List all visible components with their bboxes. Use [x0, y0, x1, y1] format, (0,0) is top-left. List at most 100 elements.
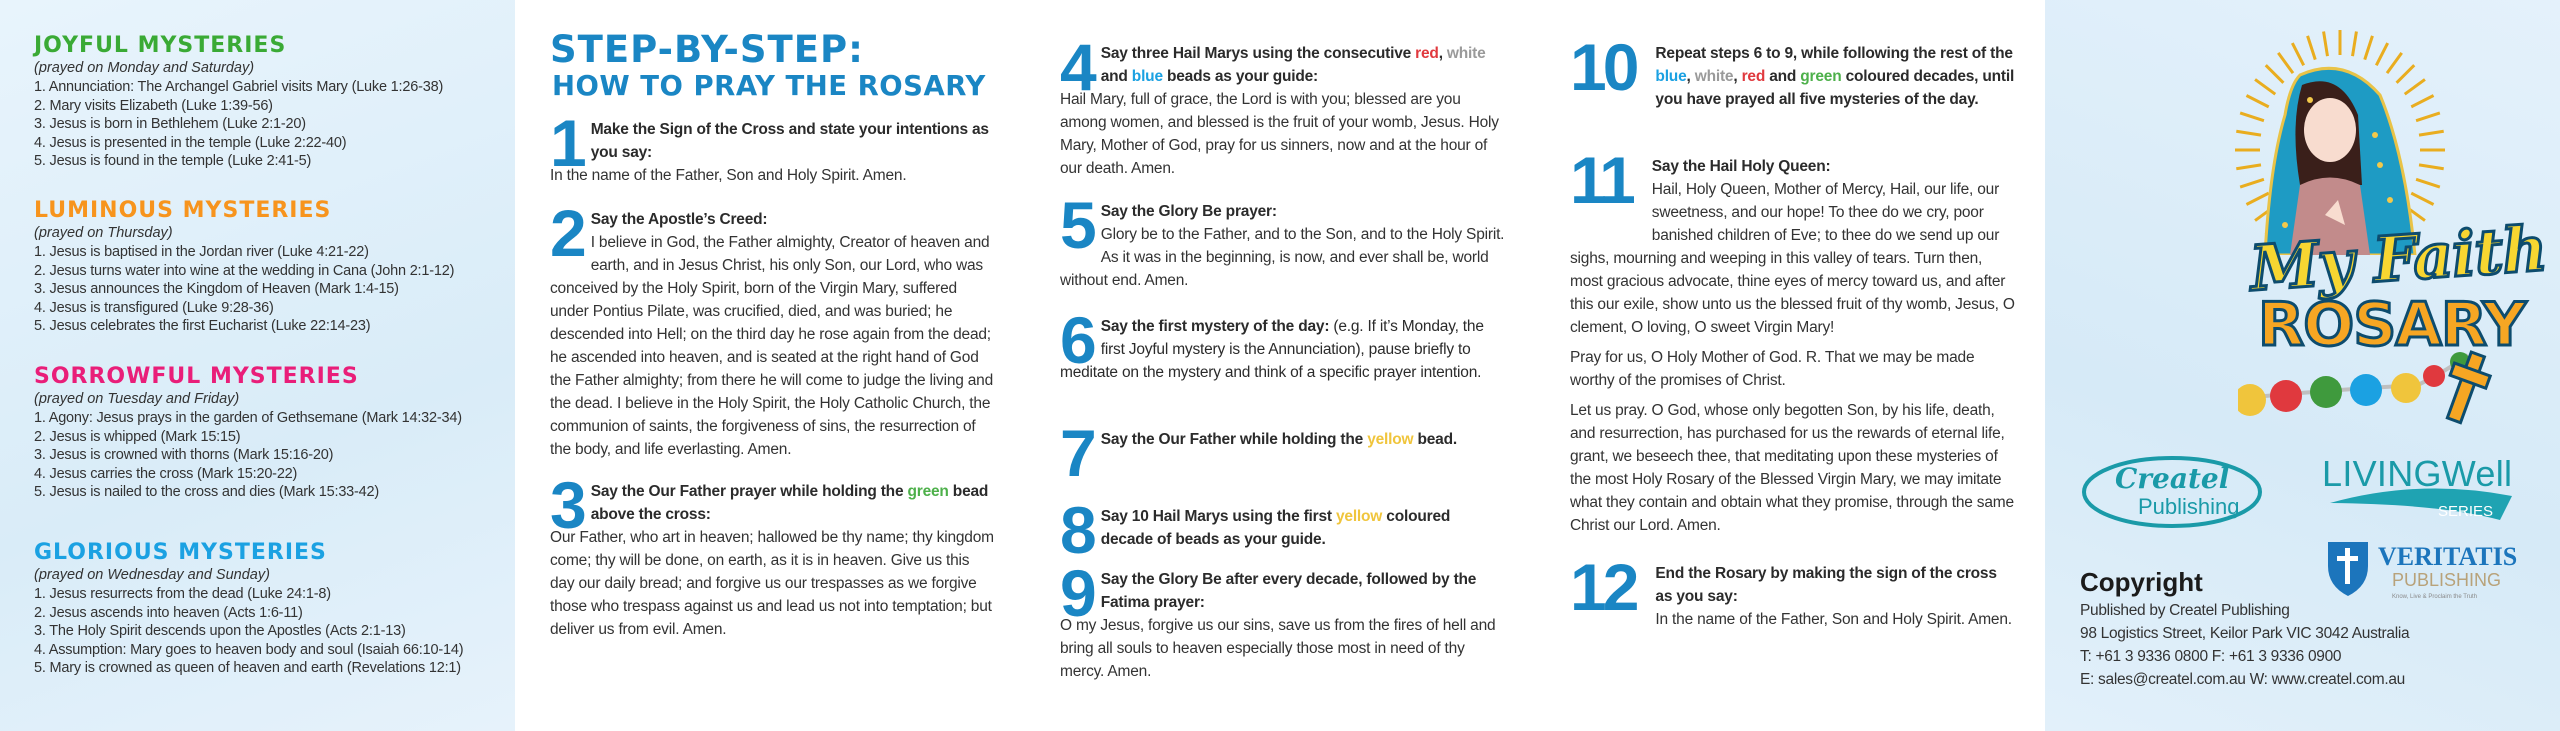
step-number: 5	[1060, 188, 1097, 262]
mystery-list: 1. Jesus is baptised in the Jordan river…	[34, 243, 514, 336]
heading-text: (e.g. If it’s Monday, the first Joyful m…	[1060, 318, 1484, 381]
step-number: 9	[1060, 556, 1097, 630]
mystery-item: 3. Jesus is crowned with thorns (Mark 15…	[34, 447, 334, 463]
step-10: 10 Repeat steps 6 to 9, while following t…	[1570, 30, 2015, 111]
step-5: 5 Say the Glory Be prayer: Glory be to the…	[1060, 188, 1505, 292]
mystery-item: 2. Jesus ascends into heaven (Acts 1:6-1…	[34, 604, 303, 621]
step-2: 2 Say the Apostle’s Creed: I believe in Go…	[550, 200, 995, 461]
heading-text: Make the Sign of the Cross and state you…	[590, 121, 989, 161]
mystery-title: SORROWFUL MYSTERIES	[34, 364, 359, 389]
rosary-bead	[2238, 384, 2266, 416]
step-heading: Say the Glory Be after every decade, fol…	[1060, 568, 1505, 614]
step-heading: Say the Our Father while holding the yel…	[1060, 428, 1505, 451]
series-text: SERIES	[2438, 503, 2493, 520]
mystery-list: 1. Annunciation: The Archangel Gabriel v…	[34, 78, 514, 171]
createl-text: Createl	[2115, 462, 2229, 495]
heading-text: Say the Hail Holy Queen:	[1651, 158, 1831, 175]
phone-line: T: +61 3 9336 0800 F: +61 3 9336 0900	[2080, 648, 2342, 665]
bead-color-word: green	[1800, 68, 1842, 85]
heading-text: Repeat steps 6 to 9, while following the…	[1655, 45, 2013, 62]
mystery-item: 1. Annunciation: The Archangel Gabriel v…	[34, 79, 444, 95]
mystery-item: 1. Jesus resurrects from the dead (Luke …	[34, 586, 331, 602]
step-heading: Make the Sign of the Cross and state you…	[550, 118, 995, 164]
mary-illustration	[2235, 30, 2445, 255]
step-number: 3	[550, 468, 587, 542]
step-number: 1	[550, 106, 587, 180]
mystery-list: 1. Jesus resurrects from the dead (Luke …	[34, 585, 514, 678]
prayer-text: Glory be to the Father, and to the Son, …	[1060, 226, 1505, 289]
mystery-item: 5. Jesus is found in the temple (Luke 2:…	[34, 153, 312, 169]
contact-line[interactable]: E: sales@createl.com.au W: www.createl.c…	[2080, 671, 2405, 688]
prayer-text: Pray for us, O Holy Mother of God. R. Th…	[1570, 349, 1975, 389]
veritatis-text: VERITATIS	[2378, 542, 2517, 571]
mystery-days: (prayed on Thursday)	[34, 225, 173, 241]
heading-text: End the Rosary by making the sign of the…	[1655, 565, 1997, 605]
mystery-item: 3. Jesus announces the Kingdom of Heaven…	[34, 281, 399, 297]
veritatis-publishing-logo: VERITATIS PUBLISHING Know, Live & Procla…	[2328, 542, 2517, 600]
rosary-bead	[2350, 374, 2382, 406]
step-6: 6 Say the first mystery of the day: (e.g.…	[1060, 303, 1505, 384]
mystery-item: 2. Jesus turns water into wine at the we…	[34, 262, 455, 279]
mystery-item: 4. Jesus is presented in the temple (Luk…	[34, 134, 347, 151]
step-12: 12 End the Rosary by making the sign of t…	[1570, 550, 2015, 631]
step-3: 3 Say the Our Father prayer while holding…	[550, 468, 995, 641]
step-heading: Say the first mystery of the day: (e.g. …	[1060, 315, 1505, 384]
mystery-item: 3. The Holy Spirit descends upon the Apo…	[34, 623, 406, 639]
address-line: 98 Logistics Street, Keilor Park VIC 304…	[2080, 625, 2410, 642]
heading-text: Say three Hail Marys using the consecuti…	[1100, 45, 1416, 62]
publishing-text: Publishing	[2138, 494, 2240, 519]
mystery-item: 4. Jesus is transfigured (Luke 9:28-36)	[34, 299, 274, 316]
rosary-beads	[2238, 350, 2493, 425]
mystery-item: 5. Jesus is nailed to the cross and dies…	[34, 484, 380, 500]
heading-text: Say the Glory Be prayer:	[1100, 203, 1277, 220]
rosary-bead	[2270, 380, 2302, 412]
mantle-stars	[2282, 97, 2393, 228]
cross-icon	[2445, 350, 2493, 425]
joyful-mysteries: JOYFUL MYSTERIES (prayed on Monday and S…	[34, 33, 514, 171]
rosary-bead	[2423, 365, 2445, 387]
step-number: 4	[1060, 30, 1097, 104]
rosary-bead	[2310, 376, 2342, 408]
heading-text: ,	[1733, 68, 1742, 85]
bead-color-word: yellow	[1367, 431, 1414, 448]
heading-text: coloured decades, until you have prayed …	[1655, 68, 2015, 108]
heading-text: bead.	[1413, 431, 1457, 448]
step-number: 6	[1060, 303, 1097, 377]
glorious-mysteries: GLORIOUS MYSTERIES (prayed on Wednesday …	[34, 540, 514, 678]
mystery-item: 4. Jesus carries the cross (Mark 15:20-2…	[34, 465, 298, 482]
bead-color-word: white	[1694, 68, 1734, 85]
step-number: 10	[1570, 30, 1639, 104]
mystery-item: 2. Jesus is whipped (Mark 15:15)	[34, 428, 241, 445]
mysteries-panel: JOYFUL MYSTERIES (prayed on Monday and S…	[0, 0, 515, 731]
bead-color-word: green	[907, 483, 949, 500]
heading-text: coloured decade of beads as your guide.	[1100, 508, 1451, 548]
copyright-block: Copyright Published by Createl Publishin…	[2080, 565, 2410, 691]
createl-publishing-logo: Createl Publishing	[2082, 456, 2262, 528]
prayer-text: Our Father, who art in heaven; hallowed …	[550, 529, 994, 638]
heading-text: Say 10 Hail Marys using the first	[1100, 508, 1336, 525]
step-number: 12	[1570, 550, 1639, 624]
bead-color-word: white	[1446, 45, 1486, 62]
prayer-text: Hail Mary, full of grace, the Lord is wi…	[1060, 91, 1499, 177]
copyright-heading: Copyright	[2080, 567, 2203, 597]
step-number: 11	[1570, 143, 1636, 217]
step-heading: Repeat steps 6 to 9, while following the…	[1570, 42, 2015, 111]
face	[2304, 98, 2356, 162]
heading-text: and	[1765, 68, 1801, 85]
rosary-bead	[2391, 373, 2421, 403]
praying-hands	[2325, 200, 2345, 225]
heading-text: and	[1100, 68, 1132, 85]
mystery-item: 3. Jesus is born in Bethlehem (Luke 2:1-…	[34, 116, 306, 132]
mystery-list: 1. Agony: Jesus prays in the garden of G…	[34, 409, 514, 502]
mystery-title: LUMINOUS MYSTERIES	[34, 198, 332, 223]
heading-text: Say the first mystery of the day:	[1100, 318, 1330, 335]
step-number: 8	[1060, 493, 1097, 567]
prayer-text: I believe in God, the Father almighty, C…	[550, 234, 994, 458]
heading-text: Say the Apostle’s Creed:	[590, 211, 768, 228]
heading-text: bead above the cross:	[590, 483, 989, 523]
veritatis-tagline: Know, Live & Proclaim the Truth	[2392, 594, 2477, 600]
step-9: 9 Say the Glory Be after every decade, fo…	[1060, 556, 1505, 683]
step-heading: Say three Hail Marys using the consecuti…	[1060, 42, 1505, 88]
prayer-text: Hail, Holy Queen, Mother of Mercy, Hail,…	[1570, 181, 2015, 336]
prayer-text: Let us pray. O God, whose only begotten …	[1570, 402, 2014, 534]
